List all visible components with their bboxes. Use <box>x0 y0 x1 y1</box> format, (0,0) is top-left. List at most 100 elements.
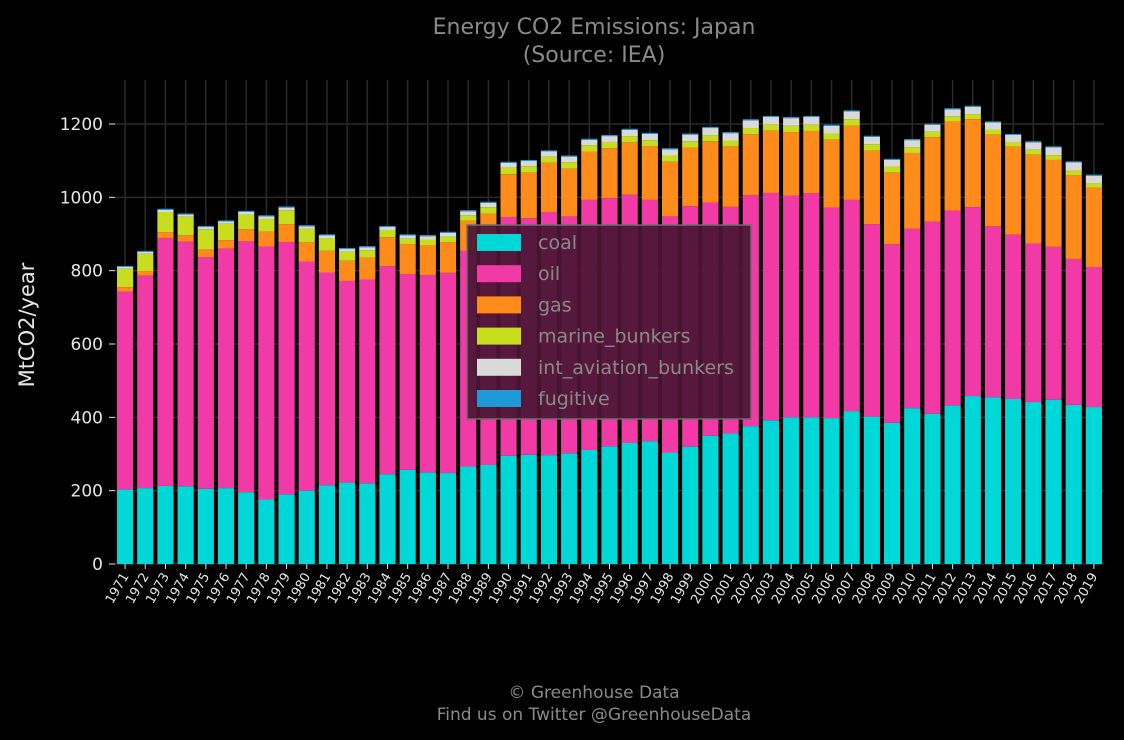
bar-int_aviation_bunkers-1980 <box>298 226 315 229</box>
y-tick-label: 800 <box>71 262 103 282</box>
bar-gas-1992 <box>540 162 558 212</box>
bar-marine_bunkers-2012 <box>944 116 961 122</box>
bar-coal-2003 <box>762 420 780 564</box>
bar-gas-1986 <box>419 245 436 276</box>
bar-marine_bunkers-2010 <box>904 147 921 153</box>
bar-marine_bunkers-2013 <box>964 114 981 120</box>
bar-marine_bunkers-2019 <box>1085 183 1102 188</box>
bar-marine_bunkers-2015 <box>1005 141 1022 147</box>
bar-fugitive-2002 <box>742 119 759 121</box>
bar-int_aviation_bunkers-1981 <box>318 235 336 239</box>
bar-int_aviation_bunkers-1992 <box>540 151 558 157</box>
legend-swatch-fugitive <box>477 390 521 407</box>
bar-int_aviation_bunkers-1976 <box>217 221 235 224</box>
bar-gas-1979 <box>278 224 295 243</box>
bar-coal-1972 <box>137 488 154 564</box>
bar-coal-1997 <box>641 441 658 564</box>
bar-marine_bunkers-1982 <box>339 251 356 261</box>
bar-gas-2018 <box>1065 175 1082 259</box>
bar-marine_bunkers-2017 <box>1045 155 1062 160</box>
bar-coal-1986 <box>419 472 436 564</box>
legend-label-int_aviation_bunkers: int_aviation_bunkers <box>538 357 734 379</box>
bar-marine_bunkers-1980 <box>298 228 315 243</box>
bar-int_aviation_bunkers-2012 <box>944 109 961 117</box>
bar-coal-1998 <box>661 452 679 564</box>
bar-int_aviation_bunkers-1988 <box>460 211 477 216</box>
bar-int_aviation_bunkers-2000 <box>702 128 719 136</box>
bar-gas-2002 <box>742 134 759 196</box>
legend-label-coal: coal <box>538 232 577 254</box>
bar-fugitive-2000 <box>702 126 719 129</box>
bar-fugitive-1972 <box>137 250 154 252</box>
bar-coal-1980 <box>298 490 315 564</box>
bar-coal-1993 <box>561 453 578 564</box>
bar-coal-2017 <box>1045 399 1062 564</box>
bar-coal-1977 <box>238 492 255 564</box>
y-tick-label: 0 <box>92 555 103 575</box>
bar-int_aviation_bunkers-2005 <box>803 117 820 125</box>
bar-oil-1975 <box>197 257 214 489</box>
bar-fugitive-2009 <box>884 158 901 160</box>
bar-int_aviation_bunkers-2004 <box>783 118 800 126</box>
bar-oil-1971 <box>117 291 134 490</box>
bar-gas-1977 <box>238 229 255 242</box>
bar-gas-1995 <box>601 148 618 199</box>
bar-marine_bunkers-1998 <box>661 155 679 162</box>
bar-coal-2019 <box>1085 407 1102 564</box>
bar-coal-2000 <box>702 435 719 564</box>
bar-oil-1983 <box>359 279 376 484</box>
bar-marine_bunkers-1990 <box>500 167 517 175</box>
bar-fugitive-2019 <box>1085 174 1102 176</box>
bar-int_aviation_bunkers-2002 <box>742 120 759 129</box>
bar-gas-1971 <box>117 287 134 292</box>
bar-coal-1975 <box>197 488 214 564</box>
bar-gas-2014 <box>984 134 1002 227</box>
bar-gas-1983 <box>359 257 376 280</box>
bar-gas-1981 <box>318 250 336 273</box>
bar-int_aviation_bunkers-1999 <box>682 134 699 142</box>
bar-marine_bunkers-2006 <box>823 133 840 140</box>
bar-int_aviation_bunkers-2006 <box>823 125 840 134</box>
bar-fugitive-1993 <box>561 155 578 157</box>
bar-gas-1991 <box>520 172 537 219</box>
bar-fugitive-1977 <box>238 210 255 212</box>
bar-marine_bunkers-2011 <box>924 131 941 138</box>
bar-gas-2008 <box>863 150 880 225</box>
bar-oil-2003 <box>762 192 780 421</box>
bar-gas-2010 <box>904 152 921 229</box>
bar-gas-1975 <box>197 249 214 258</box>
bar-gas-2015 <box>1005 146 1022 235</box>
bar-fugitive-1971 <box>117 265 134 267</box>
bar-coal-2014 <box>984 397 1002 564</box>
bar-marine_bunkers-2014 <box>984 129 1002 135</box>
bar-coal-1983 <box>359 483 376 564</box>
bar-gas-1990 <box>500 174 517 218</box>
bar-marine_bunkers-1988 <box>460 215 477 221</box>
bar-oil-1976 <box>217 248 235 489</box>
bar-oil-2014 <box>984 226 1002 398</box>
bar-gas-2011 <box>924 137 941 222</box>
bar-int_aviation_bunkers-1994 <box>581 139 598 146</box>
footer-twitter: Find us on Twitter @GreenhouseData <box>437 705 752 725</box>
bar-gas-1973 <box>157 232 174 239</box>
bar-gas-1972 <box>137 271 154 276</box>
bar-coal-2005 <box>803 417 820 564</box>
bar-fugitive-1984 <box>379 225 396 228</box>
bar-marine_bunkers-1991 <box>520 166 537 173</box>
bar-int_aviation_bunkers-1975 <box>197 227 214 230</box>
bar-coal-2016 <box>1025 401 1042 564</box>
bar-int_aviation_bunkers-1990 <box>500 162 517 168</box>
bar-marine_bunkers-1987 <box>439 236 457 243</box>
bar-int_aviation_bunkers-1997 <box>641 133 658 141</box>
bar-coal-2001 <box>722 433 739 564</box>
bar-marine_bunkers-1995 <box>601 141 618 149</box>
bar-fugitive-1994 <box>581 138 598 140</box>
legend-label-gas: gas <box>538 294 572 316</box>
legend-label-fugitive: fugitive <box>538 388 610 410</box>
bar-oil-2005 <box>803 193 820 418</box>
bar-marine_bunkers-1984 <box>379 229 396 238</box>
bar-int_aviation_bunkers-1979 <box>278 207 295 211</box>
bar-coal-1984 <box>379 474 396 564</box>
bar-marine_bunkers-1993 <box>561 162 578 169</box>
y-tick-label: 1000 <box>60 188 103 208</box>
